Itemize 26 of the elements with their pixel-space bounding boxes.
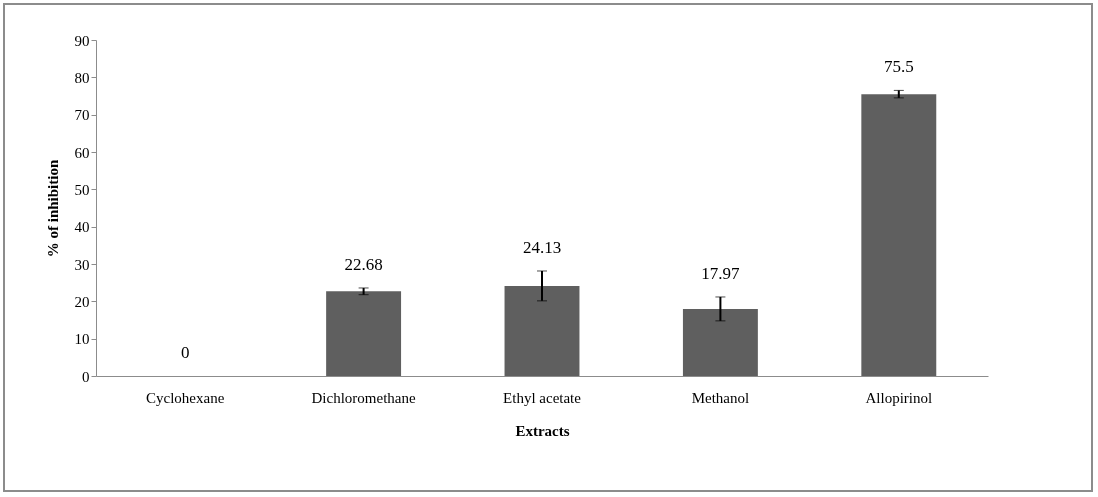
y-tick-label: 80 (74, 69, 90, 86)
y-tick-label: 20 (74, 293, 90, 310)
y-tick-label: 0 (82, 368, 90, 385)
bar (504, 285, 580, 376)
x-tick-label: Ethyl acetate (503, 389, 582, 406)
data-label: 24.13 (522, 237, 562, 257)
y-tick-label: 40 (74, 219, 90, 236)
y-axis-title: % of inhibition (44, 159, 61, 258)
bar (326, 291, 402, 376)
y-tick-label: 90 (74, 32, 90, 49)
data-label: 75.5 (883, 57, 914, 77)
y-tick-label: 10 (74, 331, 90, 348)
x-tick-label: Allopirinol (865, 389, 933, 406)
data-label: 22.68 (344, 254, 383, 274)
data-label: 0 (180, 343, 190, 362)
x-tick-label: Methanol (691, 389, 750, 406)
x-axis-title: Extracts (515, 422, 570, 439)
y-tick-label: 30 (74, 256, 90, 273)
bar (861, 94, 937, 376)
data-label: 17.97 (701, 263, 741, 283)
y-tick-label: 60 (74, 144, 90, 161)
x-tick-label: Cyclohexane (146, 389, 225, 406)
y-tick-label: 70 (74, 107, 90, 124)
y-tick-label: 50 (74, 181, 90, 198)
x-tick-label: Dichloromethane (311, 389, 416, 406)
bar (682, 308, 758, 376)
